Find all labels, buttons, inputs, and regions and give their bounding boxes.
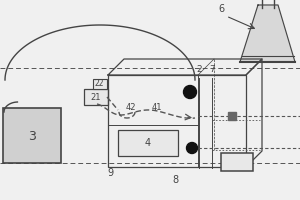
Text: 7: 7 — [209, 65, 215, 74]
Polygon shape — [240, 5, 295, 62]
Text: 9: 9 — [107, 168, 113, 178]
Text: 3: 3 — [28, 130, 36, 142]
FancyBboxPatch shape — [221, 153, 253, 171]
Text: 5: 5 — [234, 157, 240, 167]
Text: 41: 41 — [152, 102, 162, 112]
Bar — [3, 108, 61, 163]
Text: 6: 6 — [218, 4, 224, 14]
Text: 4: 4 — [145, 138, 151, 148]
Text: 8: 8 — [172, 175, 178, 185]
Text: 42: 42 — [126, 102, 136, 112]
Text: 22: 22 — [94, 78, 104, 88]
Text: 2: 2 — [196, 65, 202, 74]
Bar — [228, 112, 236, 120]
FancyBboxPatch shape — [92, 78, 106, 88]
Text: 21: 21 — [91, 92, 101, 102]
Circle shape — [187, 142, 197, 154]
Circle shape — [184, 86, 196, 98]
Bar — [108, 75, 246, 167]
FancyBboxPatch shape — [84, 89, 108, 105]
Bar — [118, 130, 178, 156]
